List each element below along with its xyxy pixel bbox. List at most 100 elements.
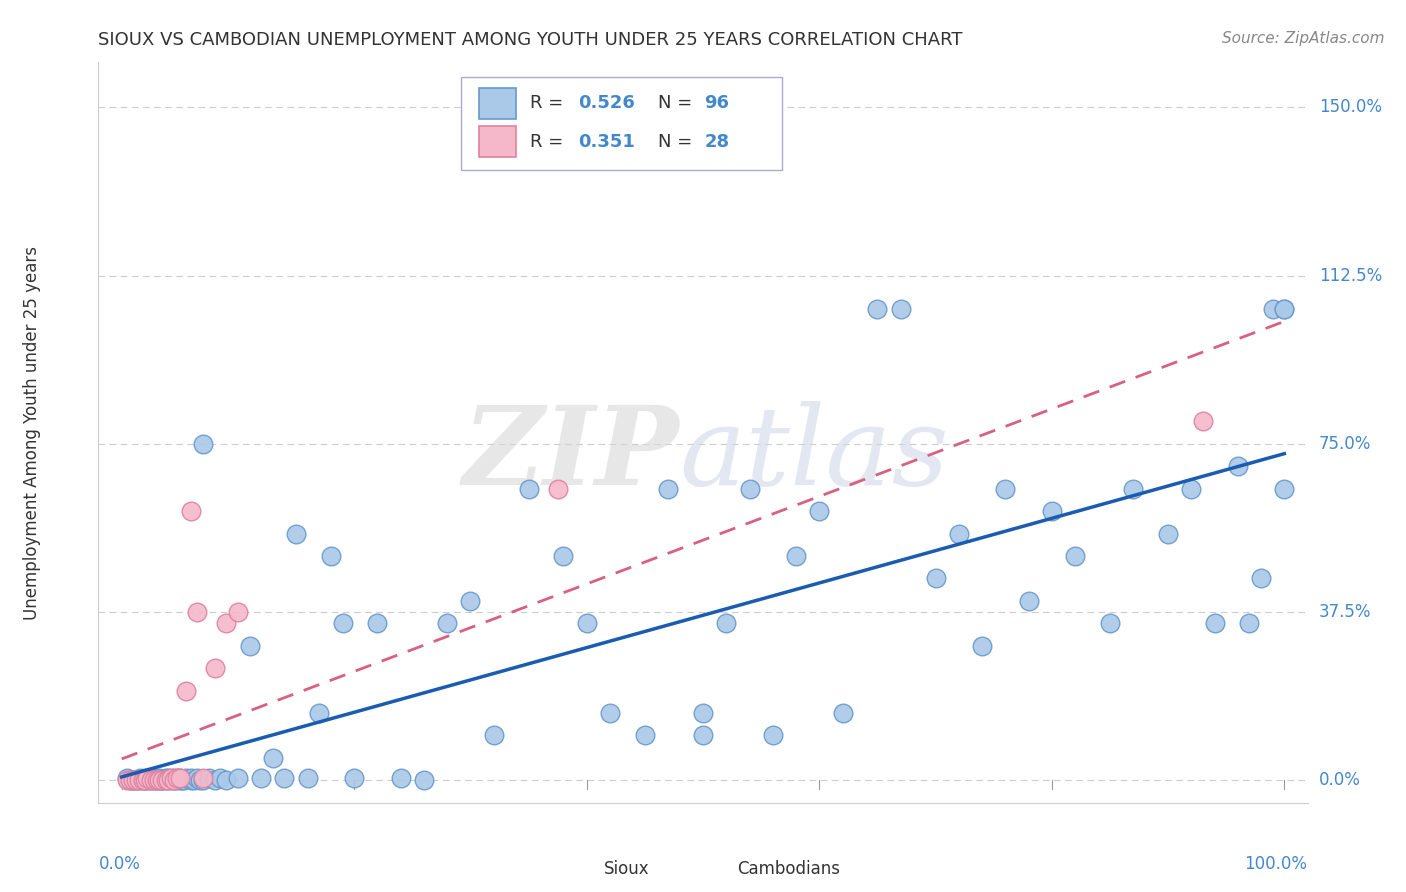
- Point: [134, 771, 156, 785]
- Point: [460, 594, 482, 608]
- Point: [188, 773, 211, 788]
- Point: [1122, 482, 1144, 496]
- Point: [173, 773, 195, 788]
- Point: [145, 773, 167, 788]
- Point: [157, 771, 180, 785]
- Point: [1157, 526, 1180, 541]
- Point: [166, 771, 188, 785]
- Point: [1239, 616, 1261, 631]
- Point: [1064, 549, 1087, 563]
- Point: [165, 773, 187, 788]
- Point: [128, 773, 150, 788]
- Point: [143, 773, 166, 788]
- Point: [716, 616, 738, 631]
- Point: [436, 616, 458, 631]
- Point: [136, 771, 159, 785]
- Point: [157, 773, 180, 788]
- Point: [139, 773, 162, 788]
- Text: R =: R =: [530, 133, 569, 151]
- Text: Unemployment Among Youth under 25 years: Unemployment Among Youth under 25 years: [22, 245, 41, 620]
- Point: [1261, 302, 1284, 317]
- Point: [136, 773, 159, 788]
- Text: 150.0%: 150.0%: [1319, 98, 1382, 116]
- Point: [180, 504, 202, 518]
- Point: [186, 605, 208, 619]
- Point: [159, 771, 181, 785]
- Point: [250, 771, 273, 785]
- Point: [145, 773, 167, 788]
- Point: [808, 504, 831, 518]
- Point: [1226, 459, 1249, 474]
- Point: [198, 771, 221, 785]
- Point: [413, 773, 436, 788]
- Point: [155, 773, 177, 788]
- Text: N =: N =: [658, 133, 699, 151]
- Point: [215, 773, 238, 788]
- Point: [145, 773, 167, 788]
- Point: [831, 706, 853, 720]
- Point: [169, 771, 191, 785]
- Text: 37.5%: 37.5%: [1319, 603, 1371, 621]
- Point: [134, 773, 156, 788]
- Text: 96: 96: [704, 95, 730, 112]
- Point: [118, 773, 141, 788]
- Point: [131, 773, 153, 788]
- Point: [191, 773, 214, 788]
- Text: 112.5%: 112.5%: [1319, 267, 1382, 285]
- Point: [1180, 482, 1202, 496]
- Point: [122, 773, 145, 788]
- Point: [134, 773, 156, 788]
- Point: [204, 773, 226, 788]
- Point: [169, 771, 191, 785]
- Point: [1098, 616, 1121, 631]
- Point: [122, 773, 145, 788]
- Point: [389, 771, 412, 785]
- Point: [1250, 571, 1272, 585]
- Point: [785, 549, 807, 563]
- FancyBboxPatch shape: [461, 78, 782, 169]
- Point: [183, 773, 205, 788]
- Point: [209, 771, 232, 785]
- Point: [308, 706, 330, 720]
- Point: [129, 771, 152, 785]
- Text: SIOUX VS CAMBODIAN UNEMPLOYMENT AMONG YOUTH UNDER 25 YEARS CORRELATION CHART: SIOUX VS CAMBODIAN UNEMPLOYMENT AMONG YO…: [98, 31, 963, 49]
- Point: [191, 437, 214, 451]
- Point: [128, 773, 150, 788]
- FancyBboxPatch shape: [558, 855, 592, 884]
- Point: [180, 771, 202, 785]
- Point: [155, 771, 177, 785]
- Point: [482, 729, 505, 743]
- Text: atlas: atlas: [679, 401, 949, 508]
- Point: [1272, 302, 1295, 317]
- Point: [124, 773, 146, 788]
- Text: N =: N =: [658, 95, 699, 112]
- Point: [163, 773, 186, 788]
- Point: [124, 773, 146, 788]
- Text: 28: 28: [704, 133, 730, 151]
- Point: [143, 771, 166, 785]
- Point: [152, 773, 174, 788]
- Point: [547, 482, 569, 496]
- Text: 0.526: 0.526: [578, 95, 636, 112]
- Point: [150, 773, 173, 788]
- Point: [994, 482, 1017, 496]
- FancyBboxPatch shape: [690, 855, 724, 884]
- Point: [738, 482, 761, 496]
- Text: 0.351: 0.351: [578, 133, 636, 151]
- Point: [148, 773, 170, 788]
- Point: [575, 616, 598, 631]
- Text: 100.0%: 100.0%: [1244, 855, 1308, 872]
- Point: [191, 771, 214, 785]
- Point: [1272, 482, 1295, 496]
- Point: [150, 773, 173, 788]
- Point: [762, 729, 785, 743]
- Point: [142, 773, 165, 788]
- Point: [692, 729, 714, 743]
- Point: [157, 773, 180, 788]
- Point: [138, 773, 160, 788]
- Point: [162, 771, 184, 785]
- Point: [148, 771, 170, 785]
- Point: [297, 771, 319, 785]
- Point: [866, 302, 889, 317]
- Point: [634, 729, 657, 743]
